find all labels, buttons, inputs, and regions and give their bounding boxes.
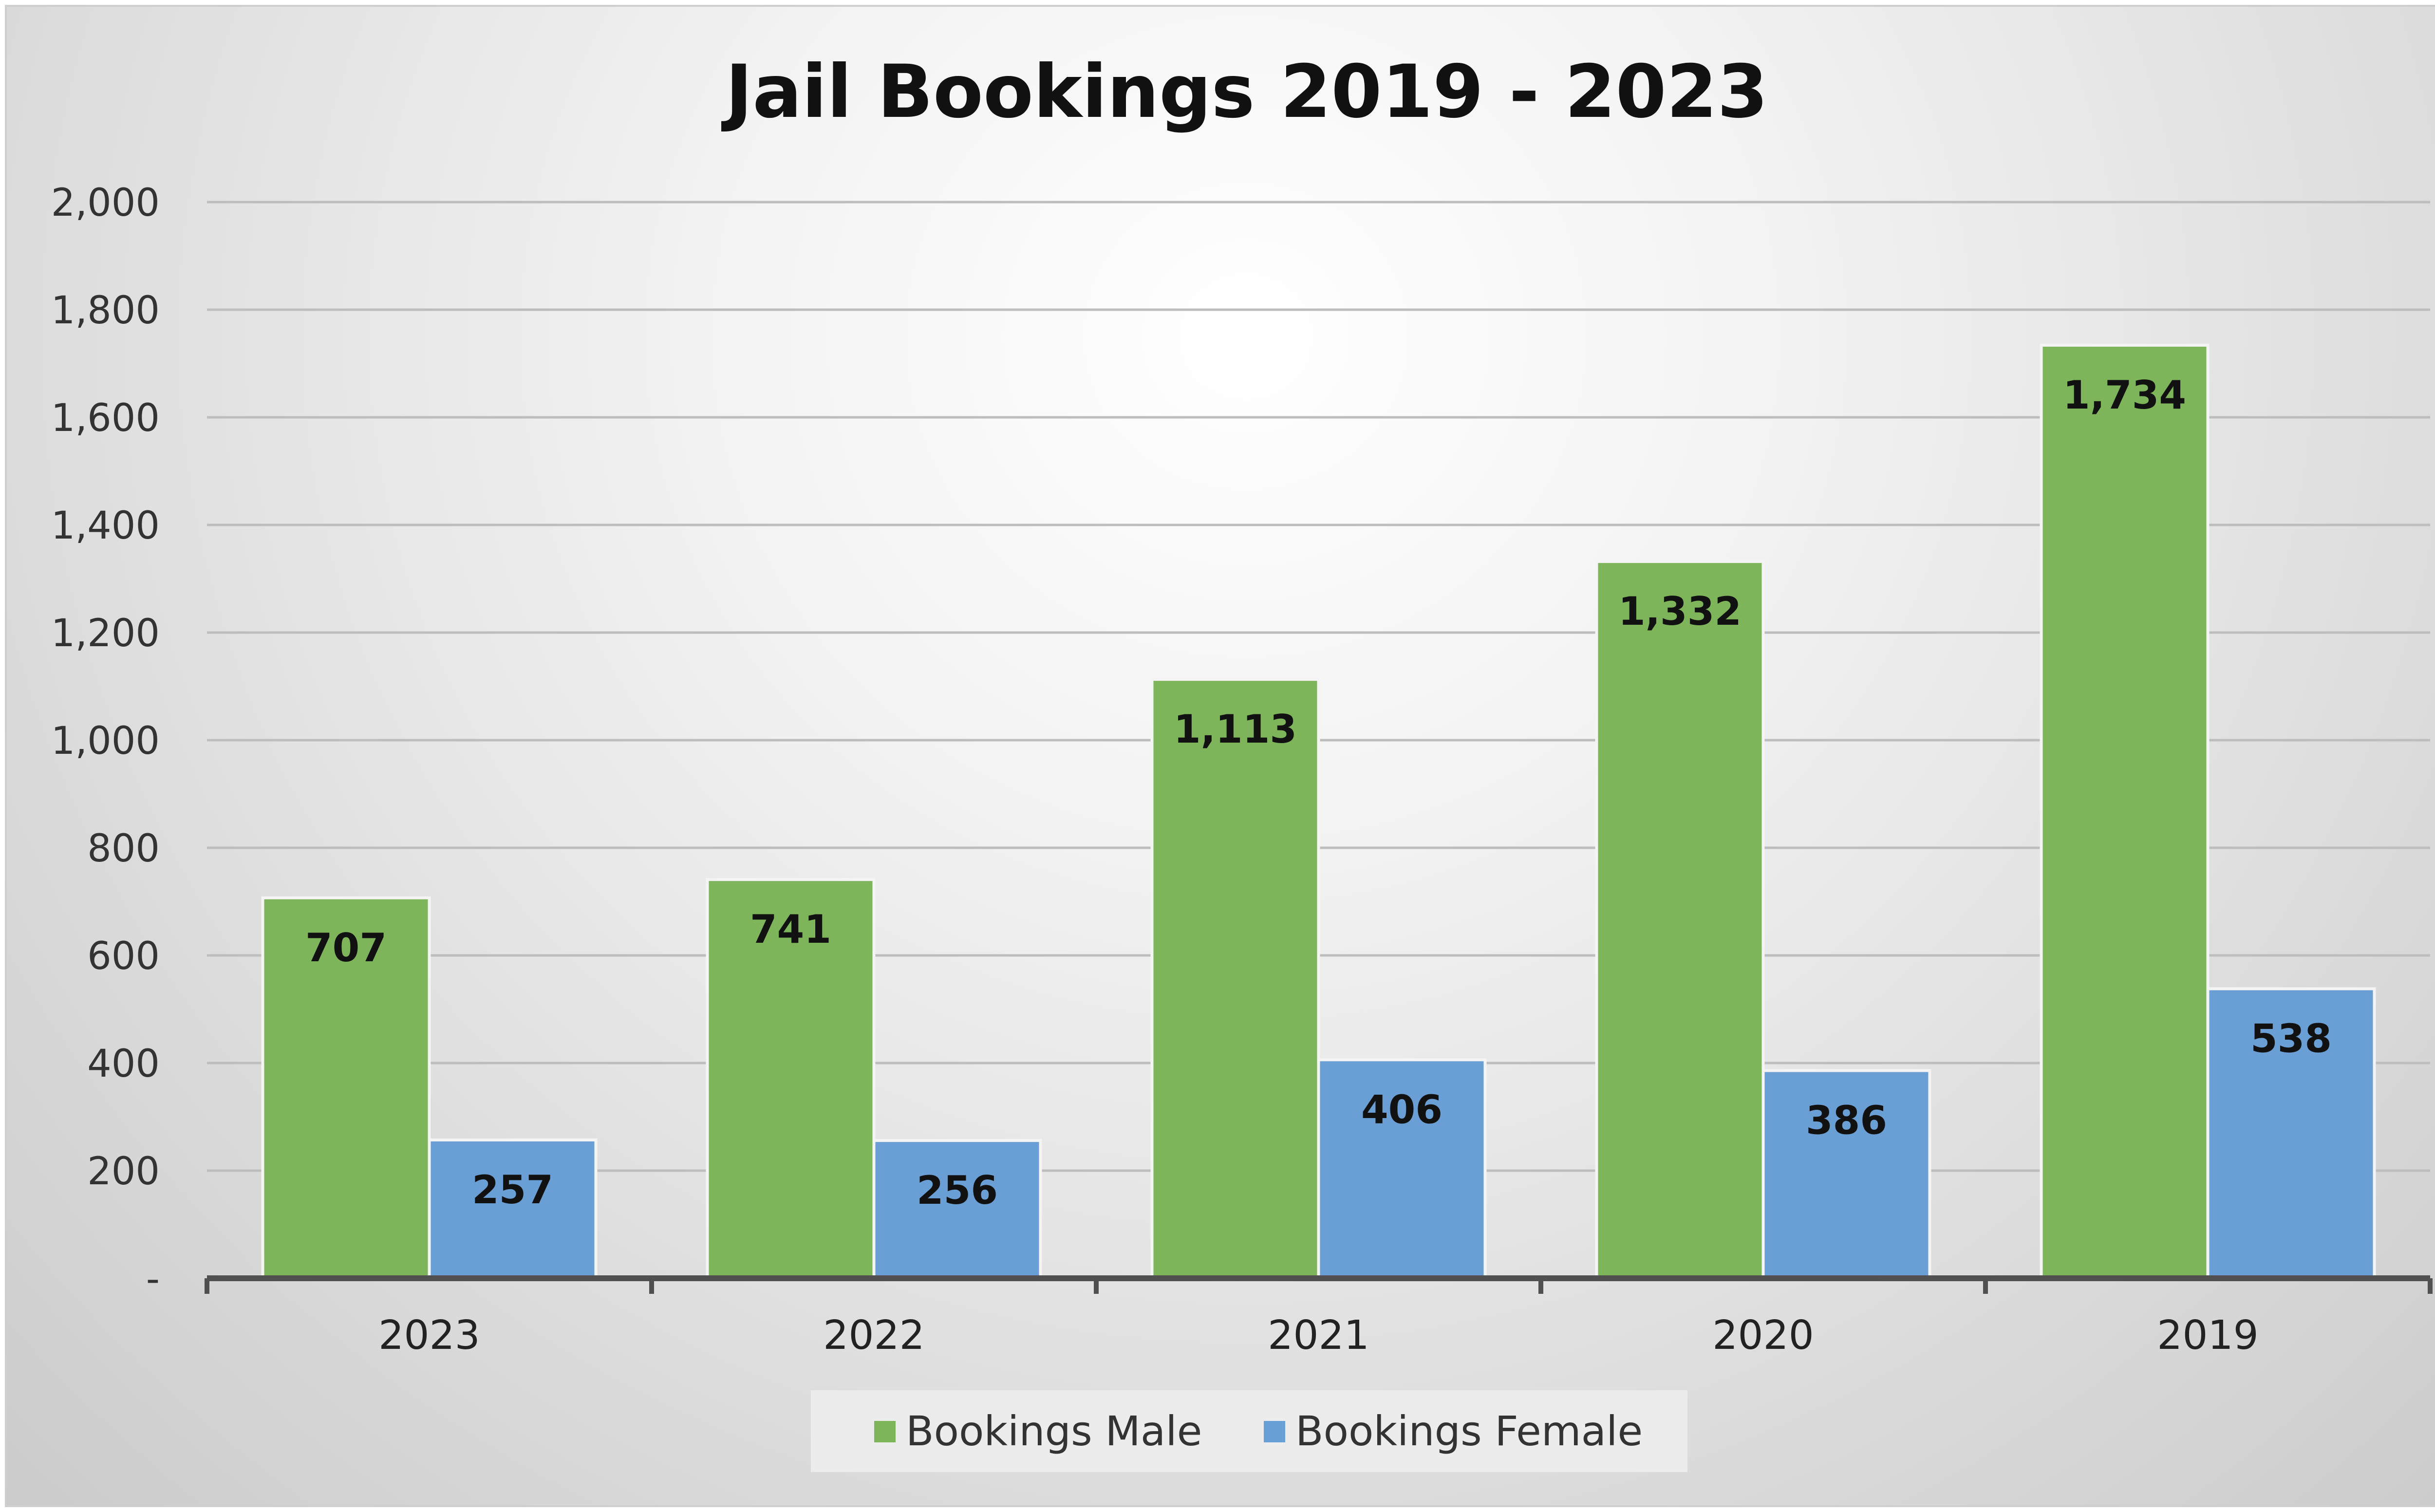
data-labels: 707 257 741 256 1,113 406 1,332 386 1,734 538 — [305, 373, 2332, 1213]
x-tick-label: 2021 — [1268, 1312, 1369, 1359]
data-label-female: 538 — [2250, 1016, 2332, 1062]
x-axis — [205, 1275, 2433, 1294]
bar-male — [1595, 560, 1765, 1280]
y-axis-ticks: - 200 400 600 800 1,000 1,200 1,400 1,600 1,800 2,… — [51, 181, 160, 1301]
chart-title: Jail Bookings 2019 - 2023 — [721, 50, 1768, 134]
legend: Bookings Male Bookings Female — [811, 1390, 1687, 1472]
legend-label-female: Bookings Female — [1295, 1407, 1643, 1455]
y-tick-label: - — [146, 1257, 160, 1301]
bar-female — [1761, 1069, 1931, 1280]
legend-swatch-male — [874, 1421, 896, 1442]
data-label-female: 386 — [1806, 1098, 1887, 1143]
data-label-female: 406 — [1361, 1087, 1442, 1132]
legend-label-male: Bookings Male — [906, 1407, 1202, 1455]
bar-female — [428, 1139, 598, 1280]
y-tick-label: 200 — [87, 1150, 160, 1194]
legend-box — [811, 1390, 1687, 1472]
y-tick-label: 1,400 — [51, 504, 160, 548]
bar-male — [261, 896, 431, 1280]
x-tick-label: 2019 — [2157, 1312, 2259, 1359]
bar-female — [1317, 1058, 1487, 1280]
x-tick-label: 2022 — [823, 1312, 925, 1359]
x-tick-label: 2023 — [378, 1312, 480, 1359]
bar-female — [872, 1139, 1042, 1280]
data-label-female: 257 — [472, 1167, 553, 1213]
data-label-male: 741 — [750, 907, 831, 952]
bars — [261, 343, 2376, 1280]
y-tick-label: 800 — [87, 827, 160, 871]
y-tick-label: 1,200 — [51, 612, 160, 655]
y-tick-label: 1,600 — [51, 396, 160, 440]
data-label-male: 1,734 — [2063, 373, 2186, 418]
x-tick-label: 2020 — [1712, 1312, 1814, 1359]
y-tick-label: 1,800 — [51, 289, 160, 333]
data-label-male: 1,113 — [1174, 707, 1297, 752]
y-tick-label: 1,000 — [51, 719, 160, 763]
y-tick-label: 600 — [87, 934, 160, 978]
y-tick-label: 2,000 — [51, 181, 160, 225]
legend-swatch-female — [1264, 1421, 1285, 1442]
data-label-female: 256 — [917, 1168, 998, 1213]
bar-male — [1150, 678, 1320, 1280]
y-tick-label: 400 — [87, 1042, 160, 1086]
bar-female — [2206, 987, 2376, 1280]
data-label-male: 1,332 — [1618, 589, 1742, 634]
bar-male — [2040, 343, 2210, 1280]
data-label-male: 707 — [305, 925, 387, 971]
bar-male — [706, 878, 876, 1280]
x-axis-ticks: 2023 2022 2021 2020 2019 — [378, 1312, 2259, 1359]
